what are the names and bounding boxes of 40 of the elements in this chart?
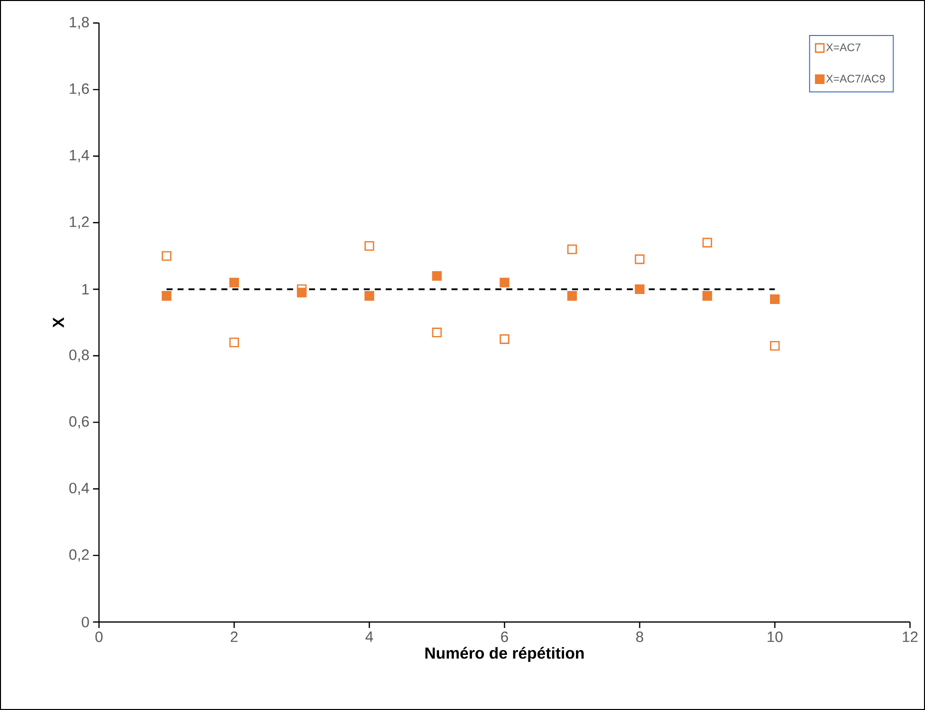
point (634, 254, 645, 264)
y-tick-label: 0,6 (69, 416, 89, 428)
point (229, 278, 239, 288)
y-tick-label: 0,2 (69, 549, 89, 562)
point (500, 334, 510, 344)
point (162, 251, 172, 261)
x-tick-label: 8 (636, 631, 644, 642)
point (702, 238, 712, 248)
x-tick-label: 10 (768, 631, 783, 642)
y-tick-label: 1,2 (70, 216, 89, 229)
legend-label: X=AC7/AC9 (826, 74, 885, 83)
point (567, 291, 577, 301)
point (432, 271, 442, 281)
y-tick-label: 1,4 (70, 150, 90, 162)
legend-label: X=AC7 (826, 43, 860, 52)
point (364, 241, 374, 251)
x-tick-label: 2 (230, 631, 238, 642)
point (500, 278, 510, 288)
point (567, 244, 577, 254)
point (770, 294, 780, 304)
y-tick-label: 1,8 (70, 16, 89, 30)
y-tick-label: 0 (82, 616, 89, 628)
point (162, 291, 172, 301)
point (229, 338, 239, 348)
point (364, 291, 374, 301)
x-tick-label: 12 (902, 631, 918, 642)
y-tick-label: 0,8 (69, 350, 89, 362)
point (634, 284, 645, 294)
point (702, 291, 712, 301)
x-tick-label: 4 (366, 632, 374, 642)
y-tick-label: 0,4 (69, 482, 90, 496)
x-tick-label: 0 (95, 631, 103, 642)
point (432, 328, 442, 338)
y-axis-title: X (52, 317, 64, 328)
y-tick-label: 1 (82, 284, 89, 294)
point (770, 340, 780, 351)
y-tick-label: 1,6 (70, 83, 89, 96)
point (296, 288, 307, 298)
x-axis-title: Numéro de répétition (425, 646, 584, 662)
x-tick-label: 6 (501, 631, 508, 642)
